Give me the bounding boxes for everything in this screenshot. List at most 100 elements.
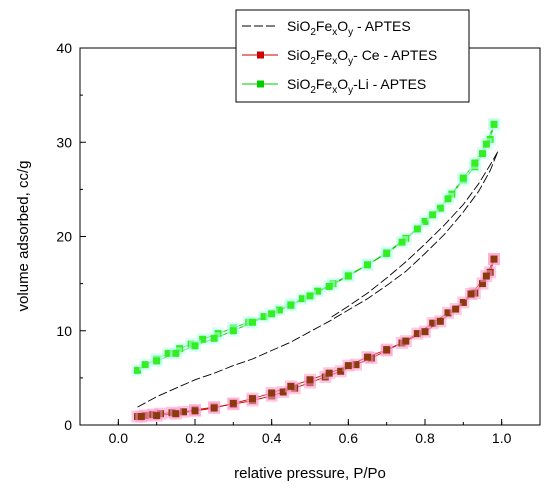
- legend-label-part: - Ce - APTES: [353, 47, 437, 63]
- x-tick-label: 0.0: [109, 430, 129, 446]
- data-point: [279, 388, 287, 396]
- data-point: [287, 382, 295, 390]
- legend-box: [235, 9, 470, 103]
- data-point: [172, 349, 180, 357]
- data-point: [352, 361, 360, 369]
- legend-label-part: O: [337, 76, 348, 92]
- data-point: [459, 174, 467, 182]
- series-2: [131, 253, 500, 423]
- data-point: [429, 319, 437, 327]
- data-point: [383, 346, 391, 354]
- data-point: [210, 334, 218, 342]
- data-point: [306, 376, 314, 384]
- data-point: [444, 309, 452, 317]
- data-point: [482, 140, 490, 148]
- data-point: [479, 150, 486, 158]
- data-point: [467, 290, 475, 298]
- y-tick-label: 30: [56, 134, 72, 150]
- series-line-adsorption: [137, 258, 495, 417]
- legend-label: SiO2FexOy- Ce - APTES: [287, 47, 437, 67]
- data-point: [482, 272, 490, 280]
- y-axis: 0 10 20 30 40: [56, 40, 86, 433]
- y-tick-label: 0: [64, 417, 72, 433]
- data-point: [153, 357, 161, 365]
- x-tick-label: 0.2: [185, 430, 205, 446]
- legend-label-part: x: [332, 56, 337, 67]
- legend-label-part: 2: [310, 56, 316, 67]
- series-line-adsorption: [137, 124, 495, 371]
- data-point: [249, 395, 256, 403]
- legend-label-part: Fe: [316, 76, 333, 92]
- data-point: [314, 287, 322, 295]
- legend-label: SiO2FexOy - APTES: [287, 18, 411, 38]
- data-point: [490, 255, 498, 263]
- data-point: [287, 301, 295, 309]
- data-point: [490, 120, 498, 128]
- data-point: [191, 407, 199, 415]
- data-point: [275, 306, 283, 314]
- data-point: [479, 280, 486, 288]
- data-point: [229, 327, 237, 335]
- data-point: [402, 337, 410, 345]
- data-point: [398, 238, 406, 246]
- data-point: [459, 298, 467, 306]
- data-point: [364, 261, 371, 269]
- data-point: [298, 295, 306, 303]
- x-tick-label: 0.6: [339, 430, 359, 446]
- data-point: [210, 404, 218, 412]
- data-point: [172, 410, 180, 418]
- legend-label-part: Fe: [316, 18, 333, 34]
- series-1: [137, 151, 499, 408]
- data-point: [134, 366, 141, 374]
- y-tick-label: 10: [56, 323, 72, 339]
- y-tick-label: 20: [56, 229, 72, 245]
- legend-label-part: - APTES: [353, 18, 411, 34]
- data-point: [436, 317, 444, 325]
- x-axis-label: relative pressure, P/Po: [234, 465, 386, 482]
- data-point: [191, 342, 199, 350]
- data-point: [153, 412, 161, 420]
- data-point: [306, 292, 314, 300]
- data-point: [249, 318, 256, 326]
- legend-label-part: SiO: [287, 47, 310, 63]
- legend-label-part: O: [337, 47, 348, 63]
- series-line-adsorption: [137, 151, 499, 408]
- legend-label-part: -Li - APTES: [353, 76, 426, 92]
- legend-label-part: x: [332, 85, 337, 96]
- data-point: [164, 349, 172, 357]
- x-axis: 0.0 0.2 0.4 0.6 0.8 1.0: [79, 419, 541, 446]
- y-axis-label: volume adsorbed, cc/g: [15, 161, 32, 312]
- legend-label-part: SiO: [287, 76, 310, 92]
- legend-label-part: y: [348, 27, 353, 38]
- legend-label-part: y: [348, 85, 353, 96]
- data-point: [429, 211, 437, 219]
- legend-label: SiO2FexOy-Li - APTES: [287, 76, 426, 96]
- data-point: [141, 361, 149, 369]
- y-tick-label: 40: [56, 40, 72, 56]
- legend-label-part: SiO: [287, 18, 310, 34]
- data-point: [268, 389, 276, 397]
- data-point: [413, 225, 421, 233]
- legend-label-part: 2: [310, 27, 316, 38]
- legend-label-part: O: [337, 18, 348, 34]
- data-point: [413, 330, 421, 338]
- legend-marker: [257, 51, 264, 59]
- data-point: [325, 282, 333, 290]
- legend-label-part: x: [332, 27, 337, 38]
- x-tick-label: 0.4: [262, 430, 282, 446]
- series-3: [131, 118, 500, 377]
- data-point: [199, 335, 207, 343]
- data-point: [452, 305, 460, 313]
- series-line-desorption: [328, 151, 499, 319]
- legend-label-part: Fe: [316, 47, 333, 63]
- x-tick-label: 0.8: [415, 430, 435, 446]
- legend-marker: [257, 80, 264, 88]
- data-point: [421, 217, 429, 225]
- data-point: [344, 362, 352, 370]
- data-point: [436, 204, 444, 212]
- series-line-desorption: [141, 258, 495, 417]
- legend-label-part: y: [348, 56, 353, 67]
- data-point: [344, 272, 352, 280]
